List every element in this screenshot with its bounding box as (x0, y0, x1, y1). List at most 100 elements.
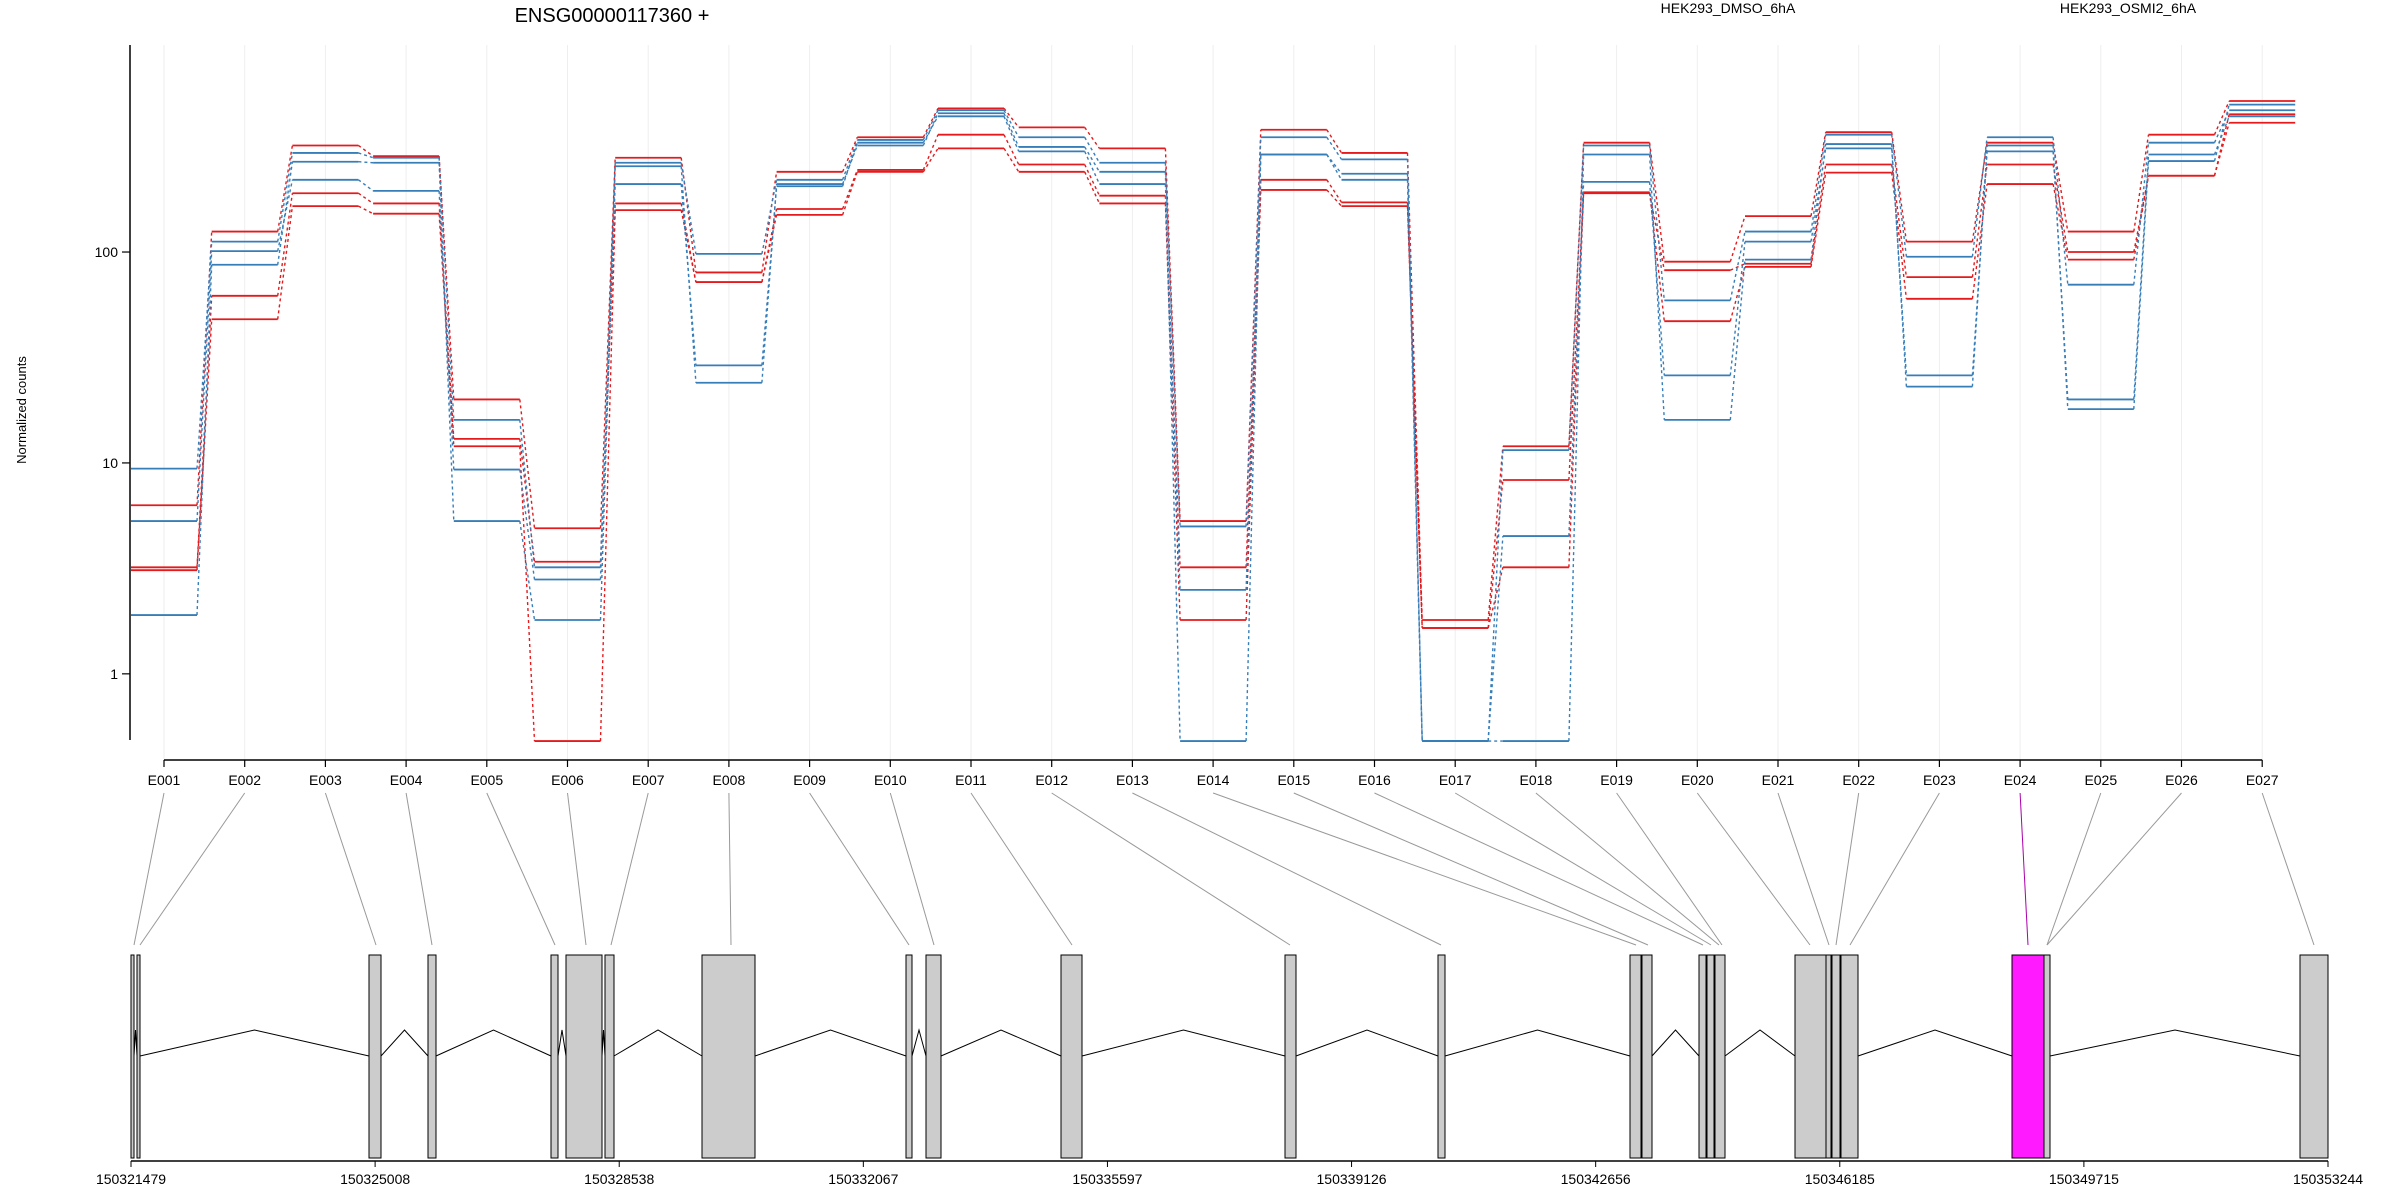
exon-block (2043, 954, 2051, 1159)
exon-connector (2046, 792, 2102, 946)
data-connector (1487, 479, 1504, 629)
series-6 (131, 103, 2296, 742)
data-connector (922, 108, 939, 138)
data-connector (1891, 134, 1908, 257)
intron-line (1444, 1029, 1631, 1057)
genomic-tick-label: 150328538 (584, 1171, 654, 1187)
exon-connector (2019, 792, 2029, 946)
data-connector (2133, 134, 2150, 232)
exon-block (1284, 954, 1297, 1159)
intron-line (613, 1029, 703, 1057)
data-connector (1891, 144, 1908, 387)
data-connector (2052, 164, 2069, 253)
intron-line (911, 1028, 927, 1057)
series-1 (131, 100, 2296, 621)
data-connector (841, 171, 858, 216)
x-tick-label: E014 (1197, 772, 1230, 788)
data-connector (761, 179, 778, 255)
data-connector (519, 399, 536, 529)
data-connector (358, 152, 374, 159)
exon-connector (889, 792, 935, 946)
data-connector (1729, 215, 1746, 262)
data-connector (2052, 145, 2069, 410)
x-tick-label: E012 (1035, 772, 1068, 788)
data-connector (1729, 259, 1746, 420)
intron-line (2049, 1029, 2301, 1057)
data-connector (1568, 145, 1585, 451)
data-connector (1326, 129, 1343, 154)
x-tick-label: E010 (874, 772, 907, 788)
data-connector (1730, 263, 1746, 271)
data-connector (1326, 136, 1343, 160)
exon-block (1794, 954, 1827, 1159)
data-connector (1406, 173, 1423, 742)
exon-block (1825, 954, 1832, 1159)
genomic-tick-label: 150342656 (1561, 1171, 1631, 1187)
data-connector (1084, 171, 1101, 204)
exon-connector (486, 792, 556, 946)
x-tick-label: E003 (309, 772, 342, 788)
data-connector (277, 145, 294, 232)
x-tick-label: E021 (1762, 772, 1795, 788)
data-connector (1326, 179, 1343, 203)
data-connector (1003, 107, 1020, 128)
data-connector (1003, 112, 1020, 148)
data-connector (1810, 172, 1827, 268)
y-axis-label: Normalized counts (14, 356, 29, 464)
data-connector (2052, 183, 2069, 260)
data-connector (1568, 154, 1585, 742)
exon-connector (567, 792, 587, 946)
gene-model (130, 954, 2329, 1159)
exon-block (368, 954, 382, 1159)
legend-label-osmi2: HEK293_OSMI2_6hA (2060, 0, 2197, 16)
x-tick-label: E002 (228, 772, 261, 788)
x-axis: E001 E002 E003 E004 E005 E006 E007 E008 E009 E010… (148, 759, 2279, 788)
data-connector (1164, 148, 1181, 522)
exon-connectors (133, 792, 2315, 946)
intron-line (380, 1029, 429, 1057)
data-connector (1971, 164, 1988, 278)
data-connector (1003, 109, 1020, 138)
x-tick-label: E015 (1277, 772, 1310, 788)
data-connector (1810, 143, 1827, 260)
x-tick-label: E004 (390, 772, 423, 788)
data-connector (2213, 100, 2230, 135)
data-connector (357, 144, 374, 157)
data-connector (277, 193, 294, 296)
data-connector (1810, 132, 1827, 217)
data-connector (1084, 126, 1100, 149)
exon-block (1706, 954, 1715, 1159)
exon-block (1831, 954, 1841, 1159)
intron-line (1081, 1029, 1286, 1057)
y-tick-label: 100 (95, 244, 119, 260)
exon-connector (728, 792, 732, 946)
exon-block (1840, 954, 1859, 1159)
exon-block (905, 954, 913, 1159)
intron-line (139, 1029, 370, 1057)
exon-connector (324, 792, 377, 946)
series-3 (131, 121, 2296, 742)
intron-line (1857, 1029, 2013, 1057)
exon-connector (970, 792, 1073, 946)
data-connector (599, 157, 616, 529)
data-connector (841, 136, 858, 173)
exon-connector (1696, 792, 1811, 946)
exon-connector (2046, 792, 2182, 946)
exon-block (1060, 954, 1083, 1159)
data-connector (1487, 450, 1504, 742)
genomic-tick-label: 150325008 (340, 1171, 410, 1187)
data-connector (1326, 154, 1343, 181)
exon-connector (405, 792, 433, 946)
data-connector (1810, 164, 1827, 264)
data-connector (1487, 536, 1504, 742)
exon-block (130, 954, 135, 1159)
data-connector (438, 157, 455, 420)
intron-line (557, 1029, 567, 1057)
data-connector (1891, 132, 1908, 242)
data-connector (1326, 154, 1343, 175)
intron-line (435, 1029, 552, 1057)
genomic-tick-label: 150339126 (1317, 1171, 1387, 1187)
data-connector (761, 184, 778, 383)
exon-connector (1777, 792, 1830, 946)
